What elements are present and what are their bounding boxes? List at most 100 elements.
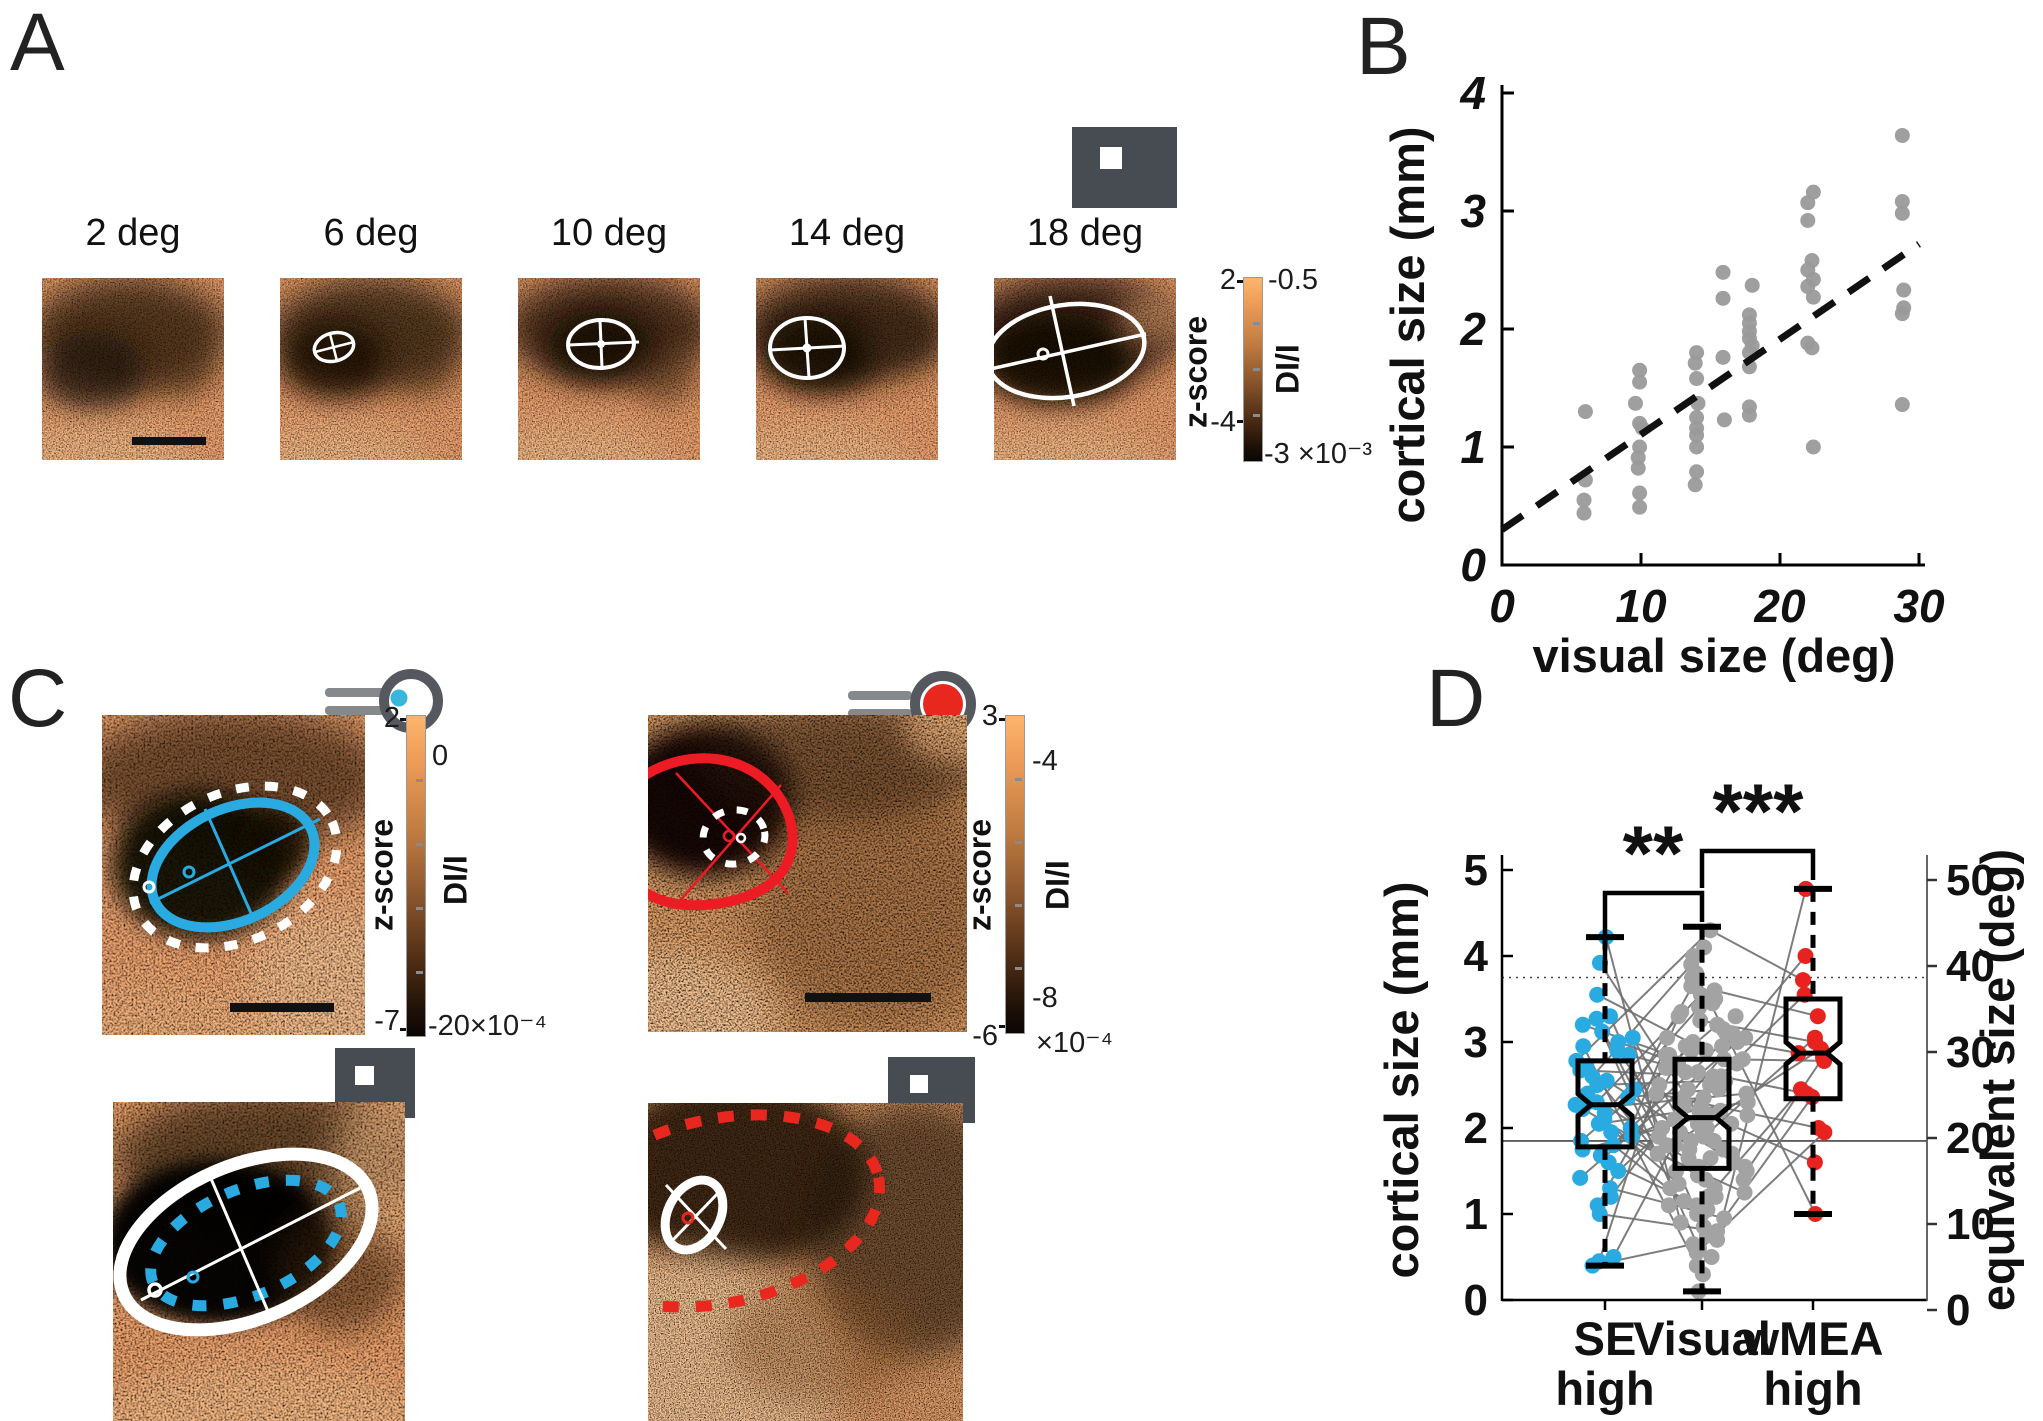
right-tick-label: 50 (1946, 856, 1995, 905)
scatter-point (1894, 397, 1910, 413)
zscore-tick-top: 2 (1219, 264, 1236, 296)
data-point (1685, 948, 1702, 964)
axis-line (203, 808, 256, 921)
imaging-map-2deg (42, 278, 224, 460)
electrode-prong (848, 691, 912, 700)
scatter-point (1744, 277, 1760, 293)
scatter-point (1715, 349, 1731, 365)
roi-annotations (132, 437, 206, 445)
imaging-map-14deg (756, 278, 938, 460)
imaging-map-se-equivalent (113, 1102, 405, 1421)
scatter-point (1687, 355, 1703, 371)
left-tick-label: 1 (1464, 1190, 1488, 1239)
right-tick-label: 40 (1946, 942, 1995, 991)
scatter-point (1632, 485, 1648, 501)
scatter-cortical-vs-visual-size: 0 10 20 30 0 1 2 3 4 visual size (deg) cortical si… (1381, 67, 1945, 682)
dii-tick-bottom: -20×10⁻⁴ (428, 1010, 547, 1042)
data-point (1672, 1214, 1689, 1231)
data-point (1572, 1169, 1589, 1186)
data-point (1657, 1046, 1674, 1063)
scatter-point (1632, 499, 1648, 515)
colorbar-c-left: 2 z-score -7 0 DI/I -20×10⁻⁴ (350, 700, 570, 1060)
dii-axis-label: DI/I (1269, 344, 1306, 394)
data-point (1657, 1059, 1674, 1076)
notched-box (1783, 996, 1843, 1102)
data-point (1610, 1163, 1627, 1179)
zscore-tick-low: -4 (1210, 406, 1236, 438)
roi-annotations (312, 330, 356, 364)
data-point (1605, 1249, 1622, 1265)
scatter-point (1896, 282, 1912, 298)
dii-tick-mid: -8 (1032, 982, 1058, 1014)
data-point (1679, 1081, 1696, 1098)
group-sublabel: high (1763, 1362, 1862, 1415)
panel-d-letter: D (1426, 653, 1486, 744)
panel-c-letter: C (8, 653, 68, 744)
scatter-point (1715, 290, 1731, 306)
dii-tick-top: 0 (432, 740, 449, 772)
activation-contour (660, 1175, 728, 1255)
stimulus-dot (910, 1075, 928, 1093)
data-point (1682, 1132, 1699, 1149)
data-point (1736, 1184, 1753, 1201)
x-tick-label: 0 (1489, 580, 1515, 632)
imaging-map-se-high (102, 715, 365, 1035)
stimulus-dot (1100, 147, 1122, 169)
scatter-point (1689, 464, 1705, 480)
left-tick-label: 3 (1464, 1018, 1488, 1067)
right-tick-label: 0 (1946, 1286, 1970, 1335)
data-point (1706, 982, 1723, 999)
data-point (1624, 1029, 1641, 1046)
condition-label-18deg: 18 deg (1026, 212, 1144, 254)
data-point (1673, 1003, 1690, 1020)
imaging-map-6deg (280, 278, 462, 460)
data-point (1797, 948, 1814, 964)
imaging-map-18deg (994, 278, 1176, 460)
center-marker (186, 1270, 200, 1284)
roi-annotations (566, 317, 640, 371)
axis-line (140, 1186, 361, 1302)
data-point (1654, 1120, 1671, 1136)
axis-line (677, 784, 782, 904)
data-point (1670, 1175, 1687, 1192)
scatter-point (1800, 195, 1816, 211)
colorbar-c-right: 3 z-score -6 -4 DI/I -8 ×10⁻⁴ (950, 700, 1170, 1080)
data-point (1703, 1249, 1720, 1265)
x-axis-label: visual size (deg) (1532, 629, 1895, 682)
zscore-tick-low: -7 (374, 1005, 400, 1037)
scale-bar (230, 1003, 334, 1012)
significance-bracket (1699, 848, 1816, 888)
scatter-point (1804, 340, 1820, 356)
y-tick-label: 4 (1459, 67, 1486, 119)
imaging-map-wmea-high (648, 715, 967, 1032)
dii-tick-top: -0.5 (1268, 264, 1318, 296)
left-axis-label: cortical size (mm) (1380, 881, 1428, 1278)
data-point (1574, 1016, 1591, 1033)
center-marker (182, 865, 196, 879)
scatter-point (1689, 410, 1705, 425)
x-tick-label: 20 (1753, 580, 1806, 632)
roi-annotations (648, 1109, 886, 1313)
dii-tick-bottom: ×10⁻⁴ (1036, 1027, 1113, 1059)
panel-b-axes: 0 10 20 30 0 1 2 3 4 visual size (deg) cortical si… (1381, 67, 1945, 682)
center-marker (681, 1211, 695, 1225)
left-tick-label: 5 (1464, 846, 1488, 895)
colorbar-gradient (1005, 715, 1025, 1034)
box-visual (1672, 923, 1732, 1295)
scatter-point (1630, 450, 1646, 466)
panel-b-letter: B (1356, 1, 1411, 92)
right-tick-label: 30 (1946, 1028, 1995, 1077)
axis-line (149, 817, 321, 905)
scatter-point (1805, 289, 1821, 305)
center-marker (147, 1282, 163, 1298)
left-tick-label: 2 (1464, 1104, 1488, 1153)
scatter-point (1894, 194, 1910, 210)
activation-contour (768, 316, 846, 380)
group-label: SE (1574, 1312, 1637, 1365)
box-se (1575, 934, 1635, 1269)
scatter-point (1715, 264, 1731, 280)
data-point (1739, 1107, 1756, 1124)
right-tick-label: 20 (1946, 1114, 1995, 1163)
data-point (1676, 1193, 1693, 1210)
notched-box (1672, 1056, 1732, 1171)
